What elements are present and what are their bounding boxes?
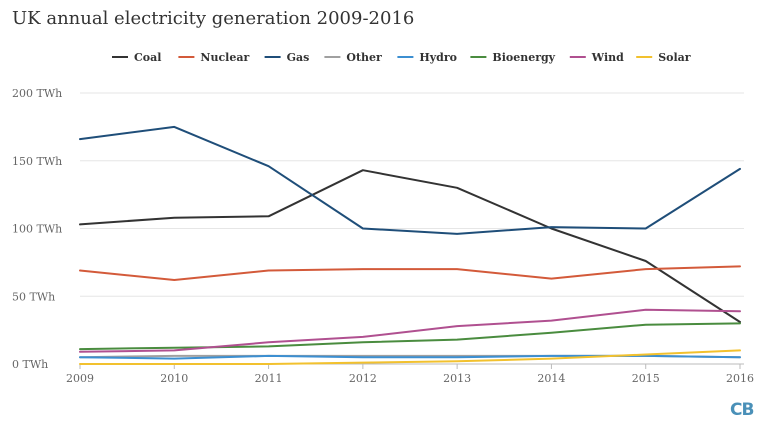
chart-title: UK annual electricity generation 2009-20… [12,8,415,29]
x-tick-label: 2013 [443,372,471,385]
legend-label: Coal [134,51,161,64]
legend-item-coal[interactable]: Coal [112,51,161,64]
legend-label: Solar [658,51,691,64]
x-tick-label: 2015 [632,372,660,385]
legend-item-hydro[interactable]: Hydro [397,51,457,64]
y-tick-label: 200 TWh [12,87,62,100]
series-line-nuclear [79,265,741,281]
y-tick-label: 50 TWh [12,290,55,303]
x-tick-label: 2014 [537,372,565,385]
legend-item-wind[interactable]: Wind [569,51,624,64]
x-tick-label: 2012 [349,372,377,385]
legend-label: Other [346,51,382,64]
legend-label: Bioenergy [492,51,555,64]
series-line-bioenergy [79,322,741,351]
y-tick-label: 0 TWh [12,358,48,371]
series-line-wind [79,308,741,353]
legend-label: Nuclear [200,51,249,64]
y-tick-label: 150 TWh [12,155,62,168]
x-tick-label: 2010 [160,372,188,385]
legend-label: Wind [591,51,624,64]
legend-label: Gas [287,51,310,64]
legend-label: Hydro [419,51,457,64]
legend-item-other[interactable]: Other [324,51,382,64]
legend-item-nuclear[interactable]: Nuclear [178,51,249,64]
x-tick-label: 2016 [726,372,754,385]
series-lines [79,125,741,365]
legend: Coal Nuclear Gas Other Hydro Bioenergy Wind Sol… [112,51,691,64]
series-line-coal [79,169,741,323]
series-line-gas [79,125,741,235]
y-axis: 0 TWh 50 TWh 100 TWh 150 TWh 200 TWh [12,87,62,371]
x-tick-label: 2009 [66,372,94,385]
legend-item-bioenergy[interactable]: Bioenergy [470,51,556,64]
y-tick-label: 100 TWh [12,223,62,236]
series-line-solar [79,349,741,365]
legend-item-gas[interactable]: Gas [264,51,310,64]
x-tick-label: 2011 [255,372,283,385]
legend-item-solar[interactable]: Solar [636,51,691,64]
x-axis: 2009 2010 2011 2012 2013 2014 2015 2016 [66,364,754,385]
carbon-brief-logo: CB [730,400,754,420]
